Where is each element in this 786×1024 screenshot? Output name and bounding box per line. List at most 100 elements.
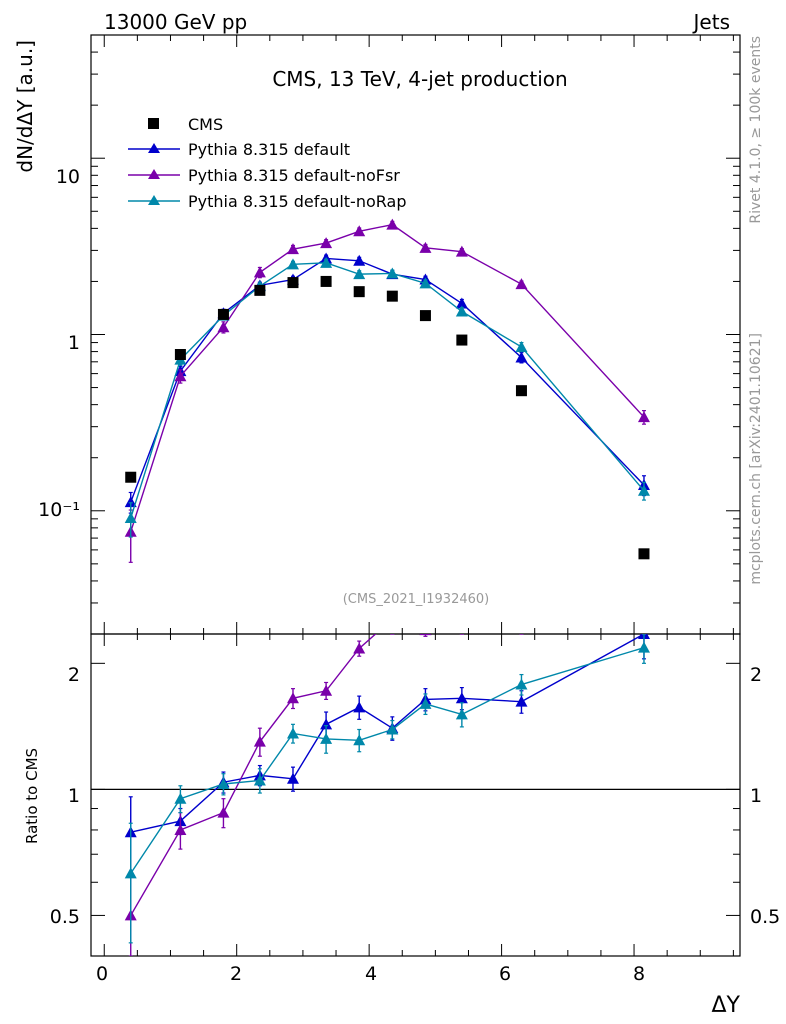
legend-item-default: Pythia 8.315 default: [128, 140, 350, 159]
data-point-marker: [515, 351, 528, 363]
cms-data-point: [217, 308, 229, 320]
data-point-marker: [174, 792, 187, 804]
y-tick-label: 10⁻¹: [38, 499, 80, 521]
y-axis-label-ratio: Ratio to CMS: [23, 748, 41, 844]
y-tick-label: 1: [68, 332, 80, 354]
y-tick-labels-main: 10⁻¹ 1 10: [38, 166, 80, 521]
data-point-marker: [386, 723, 399, 735]
data-point-marker: [253, 735, 266, 747]
data-point-marker: [124, 496, 137, 508]
data-point-marker: [386, 613, 398, 624]
data-point-marker: [253, 266, 266, 278]
data-point-marker: [386, 267, 399, 279]
data-point-marker: [217, 806, 230, 818]
legend-label: CMS: [188, 115, 223, 134]
analysis-id: (CMS_2021_I1932460): [343, 592, 490, 607]
data-point-marker: [638, 458, 650, 469]
ratio-panel-marks: [91, 458, 740, 956]
y-tick-label-right: 2: [750, 664, 762, 686]
data-point-marker: [353, 225, 366, 237]
data-point-marker: [320, 718, 333, 730]
data-point-marker: [515, 278, 528, 290]
cms-data-point: [174, 349, 186, 361]
x-tick-labels: 0 2 4 6 8: [96, 963, 645, 985]
cms-data-point: [320, 275, 332, 287]
series-line: [130, 223, 645, 533]
ratio-series-group: [124, 458, 650, 956]
legend-label: Pythia 8.315 default: [188, 140, 350, 159]
data-point-marker: [515, 531, 527, 542]
data-point-marker: [515, 695, 528, 707]
data-point-marker: [174, 823, 187, 835]
x-axis-label: ΔY: [712, 993, 741, 1018]
ratio-series-group: [124, 634, 650, 877]
ratio-series-line: [130, 634, 377, 916]
data-point-marker: [253, 774, 266, 786]
ratio-series-group: [124, 634, 650, 944]
legend-marker: [148, 195, 160, 205]
cms-data-point: [254, 284, 266, 296]
x-tick-label: 0: [96, 963, 108, 985]
x-tick-label: 2: [230, 963, 242, 985]
series-line: [130, 262, 645, 519]
axis-ticks: [91, 34, 740, 956]
legend-item-cms: CMS: [148, 115, 223, 134]
data-point-marker: [455, 692, 468, 704]
y-tick-label: 1: [68, 785, 80, 807]
data-point-marker: [320, 732, 333, 744]
data-point-marker: [286, 772, 299, 784]
cms-data-point: [456, 334, 468, 346]
data-point-marker: [286, 258, 299, 270]
header-right: Jets: [692, 10, 730, 34]
data-point-marker: [419, 241, 432, 253]
data-point-marker: [353, 701, 366, 713]
y-tick-labels-ratio: 0.5 1 2 0.5 1 2: [50, 664, 780, 928]
legend-item-nofsr: Pythia 8.315 default-noFsr: [128, 166, 400, 185]
legend: CMS Pythia 8.315 default Pythia 8.315 de…: [128, 115, 406, 211]
y-tick-label-right: 1: [750, 785, 762, 807]
data-point-marker: [286, 727, 299, 739]
side-label-mcplots: mcplots.cern.ch [arXiv:2401.10621]: [748, 333, 764, 585]
data-point-marker: [455, 297, 468, 309]
cms-data-point: [419, 310, 431, 322]
legend-marker: [148, 169, 160, 179]
data-point-marker: [286, 692, 299, 704]
x-tick-label: 6: [499, 963, 511, 985]
data-point-marker: [637, 641, 650, 653]
data-point-marker: [124, 867, 137, 879]
data-point-marker: [217, 321, 230, 333]
ratio-panel-frame: [90, 633, 741, 957]
y-axis-label-main: dN/dΔY [a.u.]: [13, 40, 37, 173]
data-point-marker: [419, 697, 432, 709]
data-point-marker: [419, 277, 432, 289]
data-point-marker: [455, 708, 468, 720]
data-point-marker: [286, 243, 299, 255]
side-label-rivet: Rivet 4.1.0, ≥ 100k events: [748, 36, 764, 224]
cms-data-point: [353, 286, 365, 298]
ratio-series-line: [130, 646, 645, 874]
data-point-marker: [637, 411, 650, 423]
legend-marker: [148, 143, 160, 153]
cms-data-point: [125, 471, 137, 483]
data-point-marker: [353, 734, 366, 746]
cms-data-point: [287, 277, 299, 289]
cms-data-point: [638, 548, 650, 560]
data-point-marker: [515, 678, 528, 690]
legend-label: Pythia 8.315 default-noFsr: [188, 166, 400, 185]
data-point-marker: [174, 370, 187, 382]
data-point-marker: [455, 305, 468, 317]
data-point-marker: [353, 268, 366, 280]
data-point-marker: [320, 237, 333, 249]
legend-item-norap: Pythia 8.315 default-noRap: [128, 192, 406, 211]
legend-label: Pythia 8.315 default-noRap: [188, 192, 406, 211]
data-point-marker: [353, 254, 366, 266]
data-point-marker: [455, 245, 468, 257]
data-point-marker: [419, 634, 432, 636]
data-point-marker: [217, 777, 230, 789]
data-point-marker: [353, 642, 366, 654]
y-tick-label-right: 0.5: [750, 906, 780, 928]
ratio-series-line: [130, 634, 645, 833]
main-panel-marks: [124, 218, 650, 563]
header-left: 13000 GeV pp: [104, 10, 247, 34]
cms-data-point: [515, 385, 527, 397]
